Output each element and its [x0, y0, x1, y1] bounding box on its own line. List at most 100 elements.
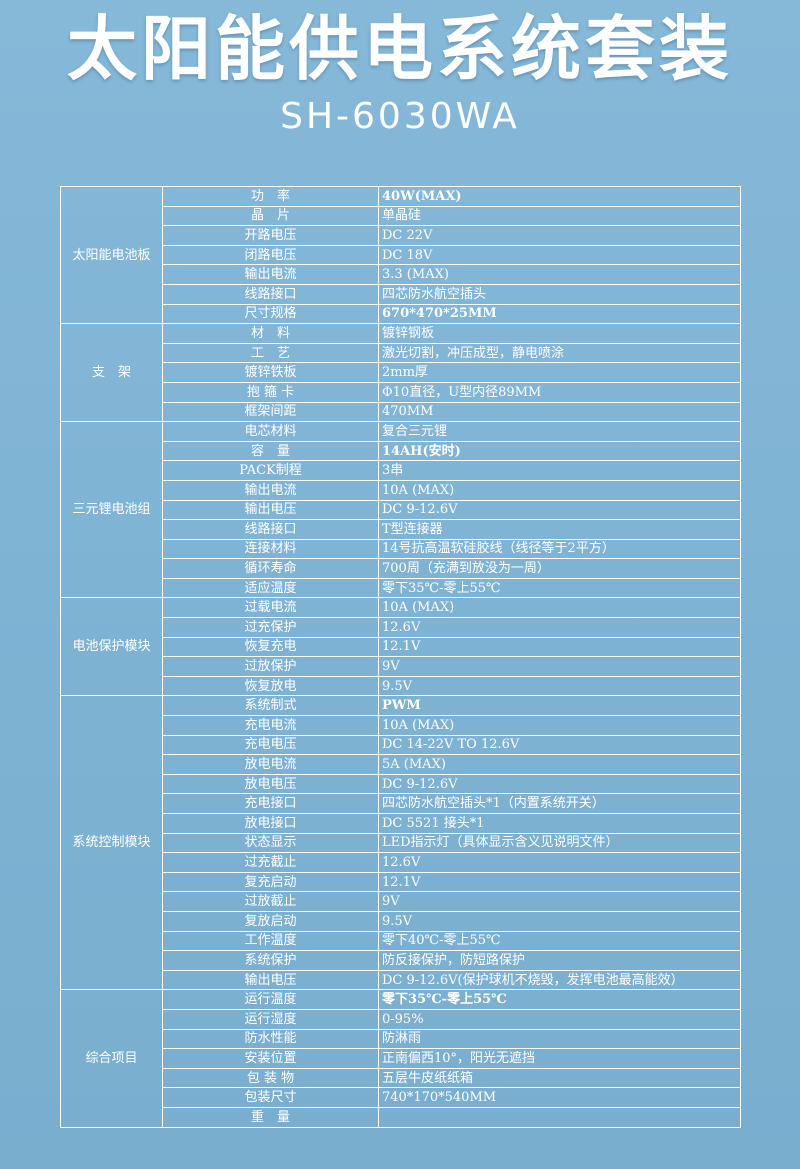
table-row: 尺寸规格 670*470*25MM	[61, 303, 741, 325]
spec-table: 太阳能电池板功 率 40W(MAX) 晶 片单晶硅 开路电压 DC 22V 闭路电压 DC …	[60, 185, 741, 1128]
table-row: 开路电压 DC 22V	[61, 225, 741, 246]
spec-value: 10A (MAX)	[378, 715, 741, 736]
spec-label: 运行湿度	[162, 1008, 379, 1030]
table-row: 系统保护 防反接保护，防短路保护	[61, 950, 741, 971]
spec-value: 9V	[378, 891, 741, 912]
spec-label: 输出电压	[162, 969, 379, 991]
table-row: 闭路电压 DC 18V	[61, 244, 741, 266]
spec-label: 线路接口	[162, 283, 379, 305]
spec-label: 系统保护	[162, 950, 379, 971]
table-row: 系统控制模块 系统制式 PWM	[60, 695, 741, 991]
spec-value: DC 9-12.6V	[378, 499, 741, 521]
group-label: 系统控制模块	[60, 695, 163, 991]
spec-value: DC 5521 接头*1	[378, 813, 741, 834]
table-row: 容 量 14AH(安时)	[61, 440, 741, 462]
spec-label: 工 艺	[162, 342, 379, 364]
spec-label: 循环寿命	[162, 558, 379, 579]
spec-label: 放电电流	[162, 754, 379, 775]
table-row: 适应温度 零下35℃-零上55℃	[61, 577, 741, 599]
group-label: 电池保护模块	[60, 597, 163, 697]
spec-value: DC 22V	[378, 225, 741, 246]
table-row: 包 装 物五层牛皮纸纸箱	[61, 1067, 741, 1089]
table-row: 输出电流 3.3 (MAX)	[61, 264, 741, 285]
spec-label: 状态显示	[162, 832, 379, 854]
spec-label: 晶 片	[162, 205, 379, 227]
spec-value: 5A (MAX)	[378, 754, 741, 775]
table-row: 过充截止 12.6V	[61, 852, 741, 873]
spec-value: 复合三元锂	[378, 421, 741, 442]
table-row: 线路接口 T型连接器	[61, 519, 741, 540]
table-row: 综合项目 运行温度 零下35℃-零上55℃	[60, 989, 741, 1128]
table-row: 安装位置 正南偏西10°，阳光无遮挡	[61, 1048, 741, 1069]
table-row: PACK制程 3串	[61, 460, 741, 481]
spec-label: 恢复充电	[162, 636, 379, 658]
spec-value: 0-95%	[378, 1008, 741, 1030]
spec-label: 恢复放电	[162, 675, 379, 697]
spec-value: 3.3 (MAX)	[378, 264, 741, 285]
spec-value: 10A (MAX)	[378, 479, 741, 501]
table-row: 过充保护 12.6V	[61, 617, 741, 638]
spec-label: 过充截止	[162, 852, 379, 873]
spec-value: 670*470*25MM	[378, 303, 741, 325]
spec-value: 9.5V	[378, 675, 741, 697]
table-row: 放电电压 DC 9-12.6V	[61, 773, 741, 795]
spec-label: 过充保护	[162, 617, 379, 638]
table-row: 充电电压 DC 14-22V TO 12.6V	[61, 734, 741, 756]
spec-value: DC 9-12.6V	[378, 773, 741, 795]
spec-label: 输出电流	[162, 264, 379, 285]
spec-label: 电芯材料	[162, 421, 379, 442]
spec-value: 40W(MAX)	[378, 186, 741, 207]
table-row: 线路接口 四芯防水航空插头	[61, 283, 741, 305]
table-row: 恢复放电 9.5V	[61, 675, 741, 697]
spec-value: 12.6V	[378, 617, 741, 638]
table-row: 充电电流 10A (MAX)	[61, 715, 741, 736]
table-row: 工作温度 零下40℃-零上55℃	[61, 930, 741, 952]
table-row: 运行湿度 0-95%	[61, 1008, 741, 1030]
page-title: 太阳能供电系统套装	[67, 8, 733, 90]
table-row: 三元锂电池组 电芯材料 复合三元锂	[60, 421, 741, 599]
group-label: 综合项目	[60, 989, 163, 1128]
spec-label: 充电电流	[162, 715, 379, 736]
spec-label: 尺寸规格	[162, 303, 379, 325]
table-row: 过放截止 9V	[61, 891, 741, 912]
table-row: 电池保护模块 过载电流 10A (MAX)	[60, 597, 741, 697]
spec-label: 过放保护	[162, 656, 379, 677]
spec-value: 14号抗高温软硅胶线（线径等于2平方）	[378, 538, 741, 560]
spec-label: 容 量	[162, 440, 379, 462]
spec-value: 零下40℃-零上55℃	[378, 930, 741, 952]
table-row: 抱 箍 卡 Φ10直径，U型内径89MM	[61, 381, 741, 403]
spec-value: 12.1V	[378, 636, 741, 658]
table-row: 状态显示 LED指示灯（具体显示含义见说明文件）	[61, 832, 741, 854]
spec-value: 防反接保护，防短路保护	[378, 950, 741, 971]
spec-value: DC 14-22V TO 12.6V	[378, 734, 741, 756]
spec-label: 材 料	[162, 323, 379, 344]
spec-value: 镀锌钢板	[378, 323, 741, 344]
spec-value: 9.5V	[378, 910, 741, 932]
spec-value: 740*170*540MM	[378, 1087, 741, 1108]
spec-value: Φ10直径，U型内径89MM	[378, 381, 741, 403]
spec-label: 工作温度	[162, 930, 379, 952]
spec-value: 2mm厚	[378, 362, 741, 383]
table-row: 输出电压 DC 9-12.6V(保护球机不烧毁，发挥电池最高能效）	[61, 969, 741, 991]
spec-label: 过放截止	[162, 891, 379, 912]
spec-label: 适应温度	[162, 577, 379, 599]
spec-value: LED指示灯（具体显示含义见说明文件）	[378, 832, 741, 854]
table-row: 太阳能电池板功 率 40W(MAX)	[60, 185, 741, 325]
spec-label: 抱 箍 卡	[162, 381, 379, 403]
spec-label: 输出电流	[162, 479, 379, 501]
spec-value: T型连接器	[378, 519, 741, 540]
table-row: 工 艺激光切割，冲压成型，静电喷涂	[61, 342, 741, 364]
spec-label: 输出电压	[162, 499, 379, 521]
table-row: 过放保护 9V	[61, 656, 741, 677]
table-row: 框架间距 470MM	[61, 401, 741, 423]
model-number: SH-6030WA	[280, 96, 520, 137]
group-label: 太阳能电池板	[60, 185, 163, 325]
spec-label: 镀锌铁板	[162, 362, 379, 383]
spec-value: 470MM	[378, 401, 741, 423]
spec-value: 四芯防水航空插头*1（内置系统开关）	[378, 793, 741, 814]
spec-table-body: 太阳能电池板功 率 40W(MAX) 晶 片单晶硅 开路电压 DC 22V 闭路电压 DC …	[60, 185, 741, 1128]
spec-label: 充电电压	[162, 734, 379, 756]
spec-value: 四芯防水航空插头	[378, 283, 741, 305]
spec-label: 复充启动	[162, 871, 379, 893]
table-row: 输出电压 DC 9-12.6V	[61, 499, 741, 521]
